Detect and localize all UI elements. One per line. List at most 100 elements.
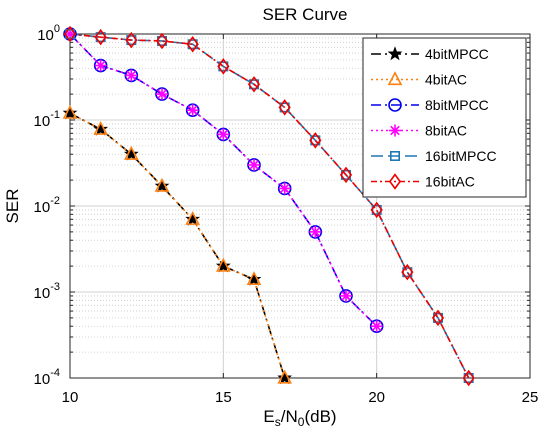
legend-marker-circle-icon — [388, 98, 402, 112]
data-point-16bitAC — [94, 28, 107, 46]
data-point-16bitAC — [278, 99, 291, 116]
legend-entry: 16bitAC — [371, 173, 475, 190]
asterisk-stroke — [390, 125, 400, 136]
legend-marker-star-icon — [387, 46, 403, 61]
y-tick-exponent: -1 — [50, 109, 60, 121]
data-point-4bitMPCC — [246, 271, 262, 286]
chart-title: SER Curve — [262, 5, 347, 24]
legend-marker-asterisk-icon — [389, 124, 401, 137]
y-tick-base: 10 — [34, 113, 51, 130]
legend-entry: 4bitMPCC — [371, 46, 489, 62]
series-markers-8bitAC — [64, 28, 383, 333]
asterisk-stroke — [126, 70, 137, 81]
x-tick-label: 20 — [368, 389, 385, 406]
x-tick-labels: 10 15 20 25 — [62, 389, 539, 406]
x-tick-label: 25 — [522, 389, 539, 406]
data-point-4bitAC — [277, 369, 292, 384]
legend-entry: 4bitAC — [371, 71, 467, 88]
legend: 4bitMPCC 4bitAC 8bitMPCC 8bitAC 16bitMPCC 16b… — [362, 37, 527, 198]
legend-marker-square-icon — [389, 151, 400, 162]
x-tick-label: 15 — [215, 389, 232, 406]
asterisk-stroke — [341, 291, 351, 301]
y-axis-label: SER — [3, 189, 22, 224]
series-layer — [62, 25, 475, 387]
legend-entry: 8bitMPCC — [371, 97, 489, 113]
asterisk-stroke — [187, 105, 198, 116]
data-point-8bitAC — [248, 158, 260, 171]
asterisk-stroke — [249, 160, 259, 170]
legend-entry: 16bitMPCC — [371, 148, 497, 164]
x-axis-label-sub-s: s — [275, 415, 281, 429]
data-point-4bitMPCC — [277, 370, 293, 385]
series-markers-16bitAC — [63, 25, 475, 387]
legend-entry: 8bitAC — [371, 123, 467, 139]
y-tick-label: 10-4 — [34, 367, 60, 388]
data-point-16bitAC — [186, 36, 199, 53]
data-point-8bitAC — [217, 128, 230, 141]
y-tick-base: 10 — [34, 371, 51, 388]
y-tick-exponent: -2 — [50, 195, 60, 207]
data-point-4bitMPCC — [154, 178, 170, 193]
data-point-16bitAC — [63, 25, 77, 43]
data-point-16bitAC — [125, 31, 138, 49]
data-point-8bitAC — [278, 182, 291, 195]
data-point-8bitAC — [156, 88, 168, 101]
legend-label: 8bitAC — [425, 123, 467, 139]
data-point-8bitAC — [94, 59, 107, 72]
data-point-16bitAC — [401, 263, 414, 281]
asterisk-stroke — [218, 129, 229, 140]
y-tick-exponent: 0 — [54, 23, 60, 35]
series-markers-4bitAC — [62, 104, 292, 384]
y-tick-exponent: -4 — [50, 367, 60, 379]
asterisk-stroke — [157, 89, 167, 99]
data-point-16bitAC — [217, 58, 230, 75]
asterisk-stroke — [279, 183, 290, 194]
y-tick-label: 100 — [37, 23, 60, 44]
data-point-16bitAC — [247, 76, 261, 93]
x-axis-label-sub-0: 0 — [298, 415, 305, 429]
y-tick-exponent: -3 — [50, 281, 60, 293]
y-tick-base: 10 — [37, 27, 54, 44]
legend-marker-triangle-icon — [387, 71, 403, 86]
legend-label: 8bitMPCC — [425, 97, 489, 113]
data-point-4bitMPCC — [123, 146, 139, 161]
data-point-4bitAC — [154, 177, 170, 192]
data-point-4bitMPCC — [62, 105, 78, 120]
data-point-16bitAC — [309, 132, 322, 149]
x-axis-label-mid: /N — [281, 407, 298, 426]
data-point-8bitAC — [370, 320, 383, 333]
asterisk-stroke — [310, 227, 321, 237]
series-markers-4bitMPCC — [62, 105, 293, 385]
x-tick-label: 10 — [62, 389, 79, 406]
data-point-8bitAC — [340, 289, 352, 302]
data-point-4bitMPCC — [215, 258, 231, 273]
legend-box — [362, 37, 527, 198]
asterisk-stroke — [95, 60, 106, 71]
y-tick-label: 10-3 — [34, 281, 60, 302]
data-point-8bitAC — [309, 225, 322, 238]
data-point-8bitAC — [125, 69, 138, 82]
x-axis-label: Es/N0(dB) — [263, 407, 336, 429]
legend-label: 4bitAC — [425, 72, 467, 88]
x-axis-label-unit: (dB) — [304, 407, 336, 426]
data-point-16bitAC — [370, 201, 383, 219]
legend-marker-diamond-icon — [388, 173, 402, 190]
data-point-4bitMPCC — [93, 121, 109, 136]
data-point-4bitMPCC — [185, 211, 201, 226]
x-axis-label-e: E — [263, 407, 274, 426]
y-tick-label: 10-2 — [34, 195, 60, 216]
data-point-16bitAC — [339, 166, 353, 184]
legend-label: 4bitMPCC — [425, 46, 489, 62]
data-point-4bitAC — [216, 257, 231, 272]
y-tick-base: 10 — [34, 199, 51, 216]
y-tick-label: 10-1 — [34, 109, 60, 130]
data-point-4bitAC — [124, 145, 139, 160]
data-point-4bitAC — [93, 120, 108, 135]
data-point-4bitAC — [62, 104, 78, 119]
data-point-4bitAC — [246, 271, 262, 286]
legend-label: 16bitAC — [425, 174, 475, 190]
y-tick-base: 10 — [34, 285, 51, 302]
data-point-16bitAC — [462, 369, 475, 387]
